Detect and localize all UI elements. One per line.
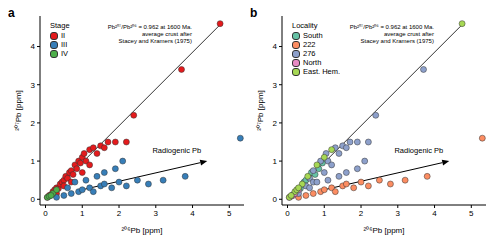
svg-text:1: 1 <box>80 209 85 218</box>
svg-text:Radiogenic Pb: Radiogenic Pb <box>152 146 201 155</box>
svg-text:5: 5 <box>469 209 474 218</box>
svg-text:3: 3 <box>396 209 401 218</box>
svg-text:4: 4 <box>273 42 278 51</box>
svg-text:4: 4 <box>432 209 437 218</box>
svg-text:3: 3 <box>273 81 278 90</box>
html-text:IV: IV <box>61 49 69 58</box>
svg-text:2: 2 <box>359 209 364 218</box>
svg-text:3: 3 <box>154 209 159 218</box>
svg-text:Pb²⁰⁷/Pb²⁰⁶ = 0.962 at 1600 Ma: Pb²⁰⁷/Pb²⁰⁶ = 0.962 at 1600 Ma. <box>108 23 193 30</box>
svg-text:1: 1 <box>273 157 278 166</box>
svg-text:0: 0 <box>285 209 290 218</box>
html-text:East. Hem.: East. Hem. <box>303 67 341 76</box>
html-text:a: a <box>8 6 15 20</box>
svg-text:0: 0 <box>43 209 48 218</box>
html-text:II: II <box>61 31 66 40</box>
svg-text:Stacey and Kramers (1975): Stacey and Kramers (1975) <box>361 38 434 44</box>
html-text:276: 276 <box>303 49 316 58</box>
html-text:Stage: Stage <box>50 21 70 30</box>
svg-text:average crust after: average crust after <box>384 31 434 37</box>
svg-text:2: 2 <box>273 119 278 128</box>
svg-text:Pb²⁰⁷/Pb²⁰⁶ = 0.962 at 1600 Ma: Pb²⁰⁷/Pb²⁰⁶ = 0.962 at 1600 Ma. <box>350 23 435 30</box>
svg-text:²⁰⁷Pb [ppm]: ²⁰⁷Pb [ppm] <box>256 90 265 131</box>
svg-text:1: 1 <box>322 209 327 218</box>
html-text:b: b <box>250 6 258 20</box>
svg-text:3: 3 <box>31 81 36 90</box>
html-text:222: 222 <box>303 40 316 49</box>
svg-text:average crust after: average crust after <box>142 31 192 37</box>
svg-text:2: 2 <box>31 119 36 128</box>
html-text:South: South <box>303 31 323 40</box>
svg-text:Stacey and Kramers (1975): Stacey and Kramers (1975) <box>119 38 192 44</box>
svg-text:4: 4 <box>31 42 36 51</box>
svg-text:²⁰⁷Pb [ppm]: ²⁰⁷Pb [ppm] <box>14 90 23 131</box>
svg-text:2: 2 <box>117 209 122 218</box>
svg-text:1: 1 <box>31 157 36 166</box>
svg-text:²⁰⁶Pb [ppm]: ²⁰⁶Pb [ppm] <box>122 226 163 235</box>
html-text:Locality: Locality <box>292 21 318 30</box>
svg-text:0: 0 <box>31 195 36 204</box>
html-text:III: III <box>61 40 68 49</box>
svg-text:4: 4 <box>190 209 195 218</box>
svg-text:²⁰⁶Pb [ppm]: ²⁰⁶Pb [ppm] <box>364 226 405 235</box>
svg-text:5: 5 <box>227 209 232 218</box>
svg-text:0: 0 <box>273 195 278 204</box>
html-text:North: North <box>303 58 322 67</box>
svg-text:Radiogenic Pb: Radiogenic Pb <box>394 146 443 155</box>
